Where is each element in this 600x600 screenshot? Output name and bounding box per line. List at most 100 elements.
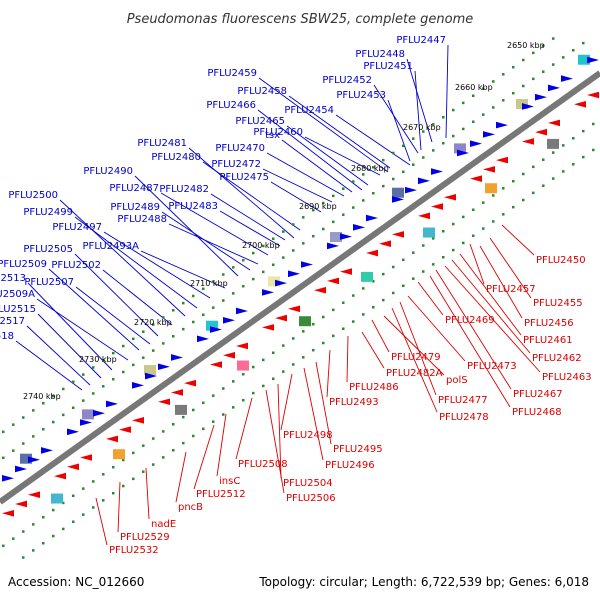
- gene-label-pflu2479: PFLU2479: [391, 352, 441, 363]
- tick-dot: [52, 534, 55, 538]
- kbp-tick-labels: 2650 kbp 2660 kbp 2670 kbp 2680 kbp 2690 kbp…: [23, 41, 545, 401]
- tick-dot: [232, 406, 235, 409]
- leader-line-pflu2452: [373, 84, 419, 154]
- leader-line-pflu2517: [26, 325, 91, 386]
- forward-gene-arrow: [327, 242, 339, 250]
- gene-label-pflu2502: PFLU2502: [51, 260, 101, 271]
- reverse-gene-arrow: [132, 417, 144, 424]
- forward-gene-arrow: [418, 177, 430, 185]
- feature-box: [113, 449, 125, 460]
- tick-dot: [372, 192, 375, 195]
- tick-dot: [542, 184, 545, 187]
- tick-dot: [142, 330, 145, 333]
- tick-dot: [352, 320, 355, 323]
- gene-label-pflu2505: PFLU2505: [23, 244, 73, 255]
- leader-line-pflu2493: [326, 349, 331, 398]
- forward-gene-arrow: [2, 474, 14, 482]
- leader-line-pflu2462: [451, 259, 531, 354]
- tick-dot: [582, 155, 585, 159]
- gene-label-pflu2469: PFLU2469: [445, 315, 495, 326]
- tick-dot: [382, 272, 385, 276]
- forward-gene-arrow: [587, 56, 599, 64]
- gene-label-pflu2458: PFLU2458: [237, 86, 287, 97]
- tick-dot: [302, 216, 305, 219]
- tick-dot: [372, 166, 375, 169]
- tick-dot: [2, 544, 5, 548]
- leader-line-pflu2495: [315, 361, 332, 445]
- tick-dot: [292, 363, 295, 366]
- reverse-gene-arrow: [366, 249, 378, 257]
- tick-dot: [492, 194, 495, 197]
- tick-dot: [472, 208, 475, 212]
- tick-dot: [412, 137, 415, 140]
- forward-gene-arrow: [405, 186, 417, 194]
- forward-gene-arrow: [496, 121, 508, 129]
- gene-label-pflu2493: PFLU2493: [329, 397, 379, 408]
- gene-label-pflu2463: PFLU2463: [542, 372, 592, 383]
- reverse-gene-arrow: [262, 324, 274, 331]
- gene-label-pflu2460: PFLU2460: [253, 127, 303, 138]
- tick-dot: [192, 320, 195, 324]
- tick-dot: [192, 434, 195, 438]
- leader-line-pflu2453: [387, 99, 411, 162]
- leader-line-pflu2479: [371, 319, 390, 353]
- tick-dot: [172, 423, 175, 426]
- tick-dot: [522, 84, 525, 88]
- tick-dot: [592, 148, 595, 152]
- tick-dot: [122, 344, 125, 348]
- tick-dot: [92, 392, 95, 395]
- tick-dot: [262, 244, 265, 248]
- leader-line-pflu2529: [117, 481, 121, 533]
- tick-dot: [112, 377, 115, 381]
- tick-dot: [82, 513, 85, 516]
- gene-label-pflu2462: PFLU2462: [532, 353, 582, 364]
- tick-dot: [502, 73, 505, 76]
- tick-dot: [312, 322, 315, 326]
- tick-dot: [422, 244, 425, 247]
- gene-label-pflu2467: PFLU2467: [513, 389, 563, 400]
- gene-label-pols: polS: [446, 375, 468, 386]
- tick-dot: [572, 49, 575, 52]
- tick-dot: [242, 398, 245, 402]
- genome-summary: Topology: circular; Length: 6,722,539 bp…: [258, 575, 589, 589]
- forward-gene-arrow: [288, 270, 300, 278]
- tick-dot: [522, 58, 525, 62]
- gene-label-pflu2480: PFLU2480: [151, 152, 201, 163]
- forward-gene-arrow: [262, 289, 274, 296]
- leader-line-pncb: [175, 451, 187, 503]
- tick-dot: [402, 284, 405, 288]
- reverse-gene-arrow: [379, 240, 391, 248]
- forward-gene-arrow: [457, 149, 469, 157]
- leader-line-pflu2497: [103, 231, 211, 299]
- forward-gene-arrow: [535, 93, 547, 101]
- tick-dot: [242, 258, 245, 262]
- reverse-gene-arrow: [288, 305, 300, 313]
- tick-dot: [392, 291, 395, 295]
- gene-label-pflu2507: PFLU2507: [24, 277, 74, 288]
- reverse-gene-arrow: [236, 342, 248, 350]
- kbp-tick-dots: [2, 37, 595, 559]
- tick-dot: [172, 449, 175, 452]
- forward-gene-arrow: [93, 409, 105, 417]
- gene-label-pflu2506: PFLU2506: [286, 493, 336, 504]
- tick-dot: [452, 222, 455, 226]
- tick-dot: [572, 137, 575, 140]
- feature-box: [547, 138, 559, 149]
- tick-dot: [32, 549, 35, 552]
- tick-dot: [562, 144, 565, 147]
- gene-label-pflu2490: PFLU2490: [83, 166, 133, 177]
- forward-gene-arrow: [145, 372, 157, 380]
- forward-gene-arrow: [67, 428, 79, 436]
- tick-dot: [252, 365, 255, 369]
- tick-dot: [512, 65, 515, 69]
- tick-dot: [442, 229, 445, 233]
- tick-dot: [62, 527, 65, 531]
- tick-dot: [202, 427, 205, 431]
- tick-dot: [322, 315, 325, 319]
- leader-line-pflu2460: [304, 136, 381, 176]
- reverse-gene-arrow: [327, 277, 339, 285]
- tick-dot: [42, 515, 45, 519]
- forward-gene-arrow: [41, 447, 53, 454]
- tick-dot: [262, 358, 265, 362]
- gene-label-pflu2448: PFLU2448: [355, 49, 405, 60]
